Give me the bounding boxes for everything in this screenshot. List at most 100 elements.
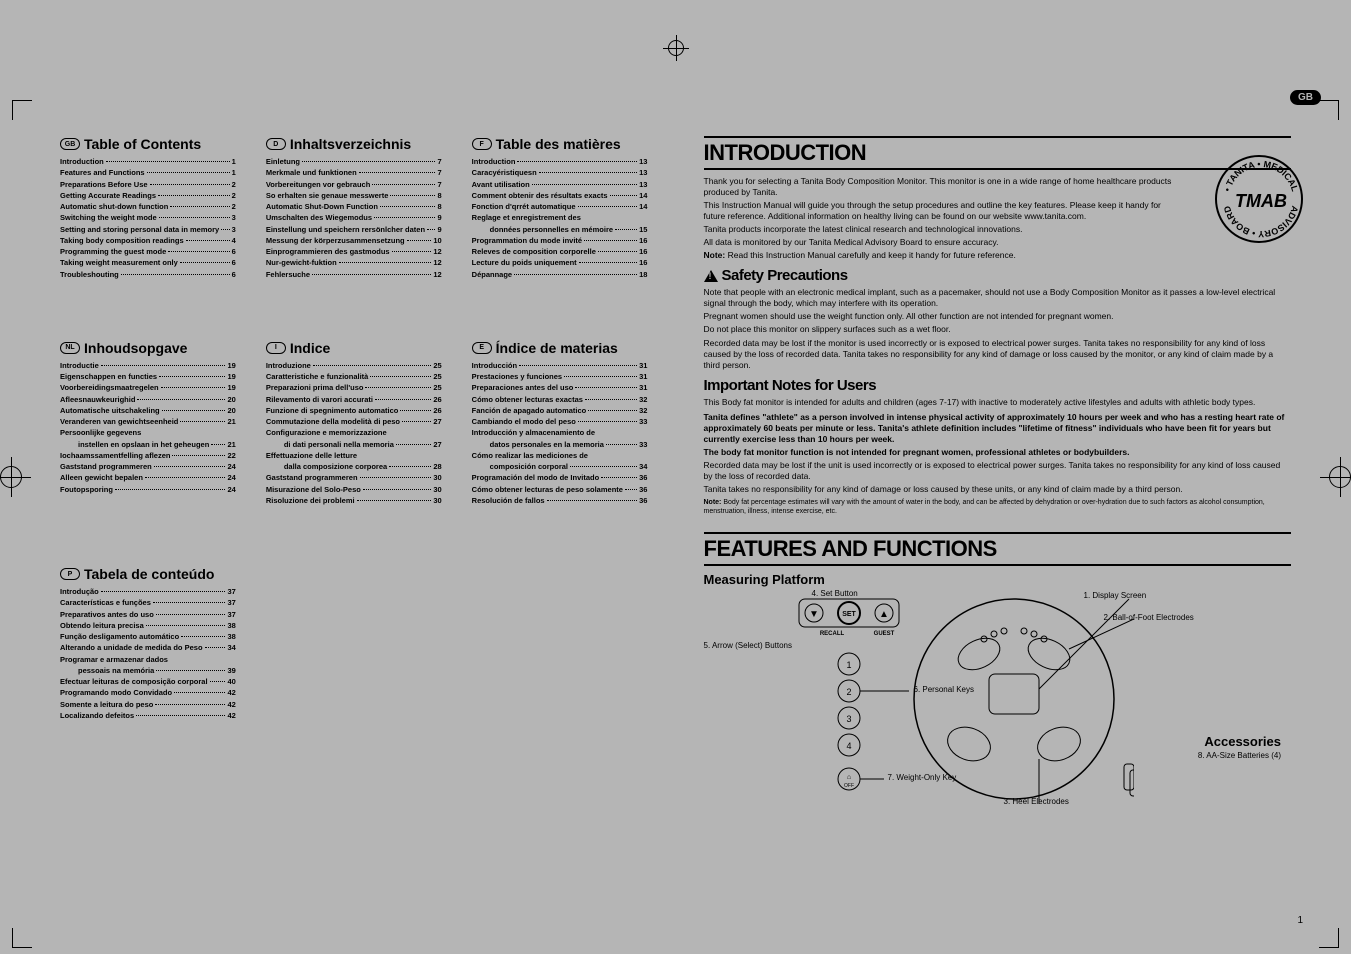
toc-dots — [180, 262, 230, 263]
registration-mark-right — [1329, 466, 1351, 488]
figure-wrap: Measuring Platform — [704, 572, 1292, 809]
toc-entry: Configurazione e memorizzazione — [266, 427, 442, 438]
toc-dots — [162, 410, 226, 411]
important-b2: The body fat monitor function is not int… — [704, 447, 1292, 458]
toc-entry: Reglage et enregistrement des — [472, 212, 648, 223]
toc-entry: Releves de composition corporelle16 — [472, 246, 648, 257]
toc-entry-title: Vorbereitungen vor gebrauch — [266, 179, 370, 190]
toc-entry-page: 27 — [433, 439, 441, 450]
toc-entry-title: Eigenschappen en functies — [60, 371, 157, 382]
toc-entry-page: 25 — [433, 360, 441, 371]
toc-entry: Preparazioni prima dell'uso25 — [266, 382, 442, 393]
toc-entry-page: 12 — [433, 257, 441, 268]
toc-dots — [380, 206, 436, 207]
svg-text:SET: SET — [842, 611, 856, 618]
toc-entry: Programmation du mode invité16 — [472, 235, 648, 246]
toc-entry-title: dalla composizione corporea — [284, 461, 387, 472]
toc-entry-title: Gaststand programmeren — [60, 461, 152, 472]
toc-entry-page: 30 — [433, 495, 441, 506]
toc-entry: Vorbereitungen vor gebrauch7 — [266, 179, 442, 190]
toc-dots — [101, 365, 226, 366]
toc-entry-title: Cambiando el modo del peso — [472, 416, 576, 427]
toc-i-title: I Indice — [266, 340, 442, 356]
important-note-text: Body fat percentage estimates will vary … — [704, 499, 1265, 515]
toc-entry: Afleesnauwkeurighid20 — [60, 394, 236, 405]
toc-entry-page: 19 — [227, 371, 235, 382]
toc-entry: Preparaciones antes del uso31 — [472, 382, 648, 393]
toc-entry-page: 2 — [232, 190, 236, 201]
important-b1: Tanita defines "athlete" as a person inv… — [704, 412, 1292, 445]
toc-entry-title: Lecture du poids uniquement — [472, 257, 577, 268]
toc-dots — [174, 692, 225, 693]
toc-entry: Preparativos antes do uso37 — [60, 609, 236, 620]
toc-entry: Introdução37 — [60, 586, 236, 597]
safety-body: Note that people with an electronic medi… — [704, 287, 1292, 370]
toc-entry-page: 40 — [227, 676, 235, 687]
toc-dots — [517, 161, 637, 162]
toc-entry-title: Taking body composition readings — [60, 235, 184, 246]
toc-entry-title: Obtendo leitura precisa — [60, 620, 144, 631]
toc-entry-page: 15 — [639, 224, 647, 235]
toc-entry-title: Misurazione del Solo-Peso — [266, 484, 361, 495]
toc-entry-title: Alleen gewicht bepalen — [60, 472, 143, 483]
toc-entry-page: 32 — [639, 405, 647, 416]
toc-entry: Getting Accurate Readings2 — [60, 190, 236, 201]
toc-entry-title: Taking weight measurement only — [60, 257, 178, 268]
toc-entry: Dépannage18 — [472, 269, 648, 280]
toc-entry: Efectuar leituras de composição corporal… — [60, 676, 236, 687]
toc-entry-title: Setting and storing personal data in mem… — [60, 224, 219, 235]
svg-text:OFF: OFF — [844, 783, 854, 789]
tmab-logo-svg: • TANITA • MEDICAL ADVISORY • BOARD TMAB — [1217, 155, 1301, 243]
toc-entry-page: 31 — [639, 360, 647, 371]
fig-label-7: 7. Weight-Only Key — [888, 773, 957, 782]
registration-mark-left — [0, 466, 22, 488]
toc-entry: Obtendo leitura precisa38 — [60, 620, 236, 631]
toc-entry: Introduction13 — [472, 156, 648, 167]
safety-p4: Recorded data may be lost if the monitor… — [704, 338, 1292, 371]
svg-text:4: 4 — [846, 741, 851, 751]
fig-label-6: 6. Personal Keys — [914, 685, 974, 694]
toc-entry-page: 12 — [433, 269, 441, 280]
toc-entry-page: 14 — [639, 201, 647, 212]
accessories-heading: Accessories — [1204, 734, 1281, 749]
toc-dots — [519, 365, 637, 366]
toc-entry: Cómo realizar las mediciones de — [472, 450, 648, 461]
toc-entry: données personnelles en mémoire15 — [472, 224, 648, 235]
toc-p-title: P Tabela de conteúdo — [60, 566, 236, 582]
toc-entry: Fonction d'qrrét automatique 14 — [472, 201, 648, 212]
toc-entry: Einstellung und speichern rersönlcher da… — [266, 224, 442, 235]
toc-entry: Cómo obtener lecturas de peso solamente3… — [472, 484, 648, 495]
toc-entry: Programming the guest mode6 — [60, 246, 236, 257]
svg-text:GUEST: GUEST — [873, 631, 894, 637]
toc-entry-title: Fonction d'qrrét automatique — [472, 201, 576, 212]
toc-entry-title: Função desligamento automático — [60, 631, 179, 642]
toc-entry: pessoais na memória39 — [60, 665, 236, 676]
toc-entry: Effettuazione delle letture — [266, 450, 442, 461]
toc-entry-page: 20 — [227, 394, 235, 405]
toc-dots — [210, 681, 226, 682]
intro-note1: Note: Read this Instruction Manual caref… — [704, 250, 1182, 261]
toc-f-title: F Table des matières — [472, 136, 648, 152]
toc-dots — [153, 602, 226, 603]
toc-entry: Somente a leitura do peso42 — [60, 699, 236, 710]
toc-entry-title: Efectuar leituras de composição corporal — [60, 676, 208, 687]
toc-entry: Alleen gewicht bepalen24 — [60, 472, 236, 483]
toc-entry-title: Características e funções — [60, 597, 151, 608]
toc-entry-page: 38 — [227, 631, 235, 642]
toc-entry-title: Voorbereidingsmaatregelen — [60, 382, 159, 393]
toc-dots — [570, 466, 637, 467]
toc-entry: Prestaciones y funciones31 — [472, 371, 648, 382]
toc-dots — [360, 477, 432, 478]
svg-text:RECALL: RECALL — [819, 631, 844, 637]
toc-entry-page: 34 — [227, 642, 235, 653]
toc-dots — [154, 466, 226, 467]
toc-entry-page: 33 — [639, 439, 647, 450]
toc-dots — [186, 240, 230, 241]
toc-entry: Introduzione25 — [266, 360, 442, 371]
toc-entry-page: 18 — [639, 269, 647, 280]
toc-entry-page: 4 — [232, 235, 236, 246]
important-note-label: Note: — [704, 499, 722, 506]
toc-entry: Umschalten des Wiegemodus9 — [266, 212, 442, 223]
fig-label-3: 3. Heel Electrodes — [1004, 797, 1069, 806]
warning-icon — [704, 270, 718, 282]
